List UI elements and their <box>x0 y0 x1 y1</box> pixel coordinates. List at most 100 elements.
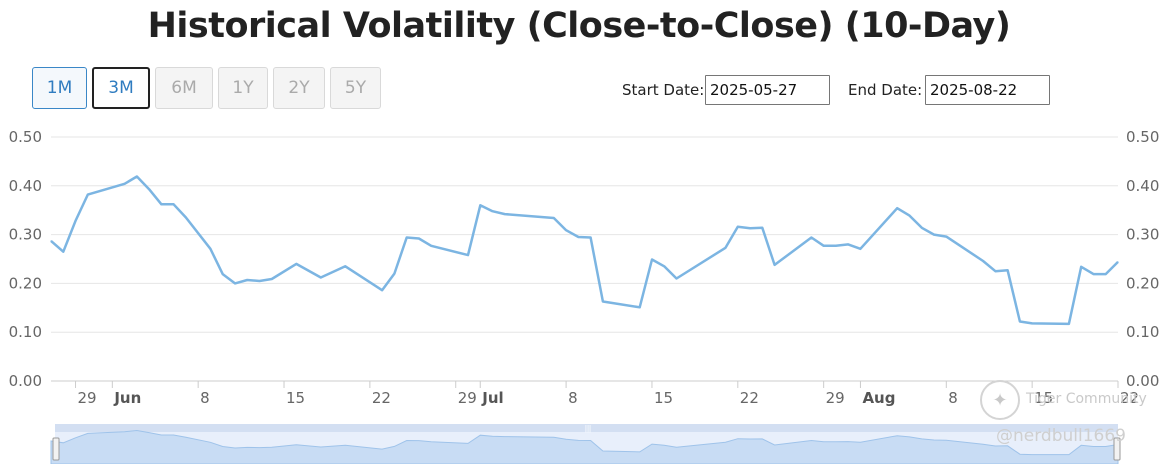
hv-data-point <box>1117 261 1119 263</box>
y-tick-label-right: 0.30 <box>1126 226 1159 244</box>
hv-data-point <box>847 243 849 245</box>
watermark-handle: @nerdbull1669 <box>996 426 1126 446</box>
x-tick-label: 22 <box>1120 389 1139 407</box>
x-tick-label: 8 <box>948 389 958 407</box>
start-date-label: Start Date: <box>622 81 705 99</box>
x-tick-label: Aug <box>862 389 895 407</box>
watermark-brand: Tiger Community <box>1026 391 1147 407</box>
hv-data-point <box>651 259 653 260</box>
end-date-input[interactable] <box>925 75 1050 105</box>
range-6m-button[interactable]: 6M <box>155 67 213 109</box>
hv-data-point <box>663 265 665 267</box>
y-tick-label-left: 0.00 <box>9 372 42 390</box>
y-tick-label-left: 0.20 <box>9 274 42 292</box>
hv-data-point <box>160 203 162 205</box>
series-group <box>50 175 1119 326</box>
hv-data-point <box>994 270 996 272</box>
range-3m-button[interactable]: 3M <box>92 67 150 109</box>
hv-data-point <box>553 217 555 219</box>
y-tick-label-left: 0.10 <box>9 323 42 341</box>
y-tick-label-right: 0.50 <box>1126 128 1159 146</box>
hv-data-point <box>737 226 739 228</box>
hv-data-point <box>209 248 211 250</box>
x-tick-label: Jun <box>113 389 141 407</box>
hv-data-point <box>173 203 175 205</box>
range-2y-button[interactable]: 2Y <box>273 67 325 109</box>
hv-data-point <box>148 188 150 190</box>
hv-data-point <box>725 247 726 249</box>
hv-data-point <box>749 227 751 229</box>
hv-data-point <box>62 251 64 253</box>
navigator-series-area <box>50 429 1119 464</box>
y-tick-label-right: 0.00 <box>1126 372 1159 390</box>
hv-data-point <box>945 236 947 238</box>
hv-data-point <box>479 204 481 206</box>
hv-data-point <box>295 263 297 265</box>
tiger-logo-icon: ✦ <box>980 380 1020 420</box>
hv-data-point <box>381 289 383 291</box>
hv-data-point <box>271 278 273 280</box>
hv-data-point <box>136 176 138 177</box>
y-axis-right: 0.00 0.10 0.20 0.30 0.40 0.50 <box>1126 128 1159 390</box>
end-date-label: End Date: <box>848 81 923 99</box>
hv-data-point <box>639 306 641 308</box>
hv-data-point <box>565 229 567 231</box>
hv-data-point <box>896 207 898 209</box>
x-tick-label: 15 <box>654 389 673 407</box>
hv-data-point <box>234 282 236 284</box>
hv-data-point <box>393 273 395 275</box>
range-1m-button[interactable]: 1M <box>32 67 87 109</box>
hv-data-point <box>75 220 76 222</box>
y-tick-label-left: 0.30 <box>9 226 42 244</box>
hv-data-point <box>1019 321 1021 322</box>
navigator-scrollbar[interactable] <box>55 424 1118 432</box>
y-tick-label-left: 0.50 <box>9 128 42 146</box>
navigator[interactable]: ||| <box>50 424 1121 464</box>
start-date-input[interactable] <box>705 75 830 105</box>
hv-data-point <box>577 236 579 238</box>
x-tick-label: 29 <box>78 389 97 407</box>
hv-data-point <box>823 245 825 247</box>
hv-data-point <box>246 279 248 281</box>
hv-data-point <box>774 264 776 266</box>
x-tick-label: 8 <box>200 389 210 407</box>
scrollbar-grip-icon[interactable]: ||| <box>585 424 591 433</box>
hv-data-point <box>835 245 837 247</box>
hv-data-point <box>1105 273 1107 275</box>
x-tick-label: 22 <box>740 389 759 407</box>
hv-data-point <box>124 183 126 185</box>
grid-lines <box>51 136 1118 382</box>
y-tick-label-left: 0.40 <box>9 177 42 195</box>
hv-data-point <box>1007 269 1009 271</box>
hv-data-point <box>467 254 469 256</box>
range-1y-button[interactable]: 1Y <box>218 67 268 109</box>
navigator-left-handle[interactable] <box>52 437 60 461</box>
hv-data-point <box>50 240 52 242</box>
hv-data-point <box>87 194 89 196</box>
hv-data-point <box>185 217 187 218</box>
hv-data-point <box>1080 266 1082 268</box>
hv-data-point <box>1031 322 1033 324</box>
hv-data-point <box>320 277 322 278</box>
hv-data-point <box>909 215 910 217</box>
hv-data-point <box>921 227 923 229</box>
hv-data-point <box>810 237 812 238</box>
x-tick-label: 22 <box>372 389 391 407</box>
x-tick-label: 29 <box>826 389 845 407</box>
hv-data-point <box>504 213 506 215</box>
chart-title: Historical Volatility (Close-to-Close) (… <box>147 6 1011 46</box>
hv-data-point <box>430 245 432 247</box>
hv-data-point <box>492 210 493 212</box>
y-axis-left: 0.00 0.10 0.20 0.30 0.40 0.50 <box>9 128 42 390</box>
hv-data-point <box>933 234 935 236</box>
x-tick-label: 8 <box>568 389 578 407</box>
x-tick-label: 15 <box>1034 389 1053 407</box>
hv-data-point <box>418 238 420 239</box>
hv-data-point <box>676 278 677 279</box>
hv-data-point <box>259 280 260 282</box>
x-tick-label: 29 <box>458 389 477 407</box>
range-5y-button[interactable]: 5Y <box>330 67 381 109</box>
hv-data-point <box>859 248 861 250</box>
navigator-right-handle[interactable] <box>1113 437 1121 461</box>
hv-data-point <box>222 273 224 275</box>
